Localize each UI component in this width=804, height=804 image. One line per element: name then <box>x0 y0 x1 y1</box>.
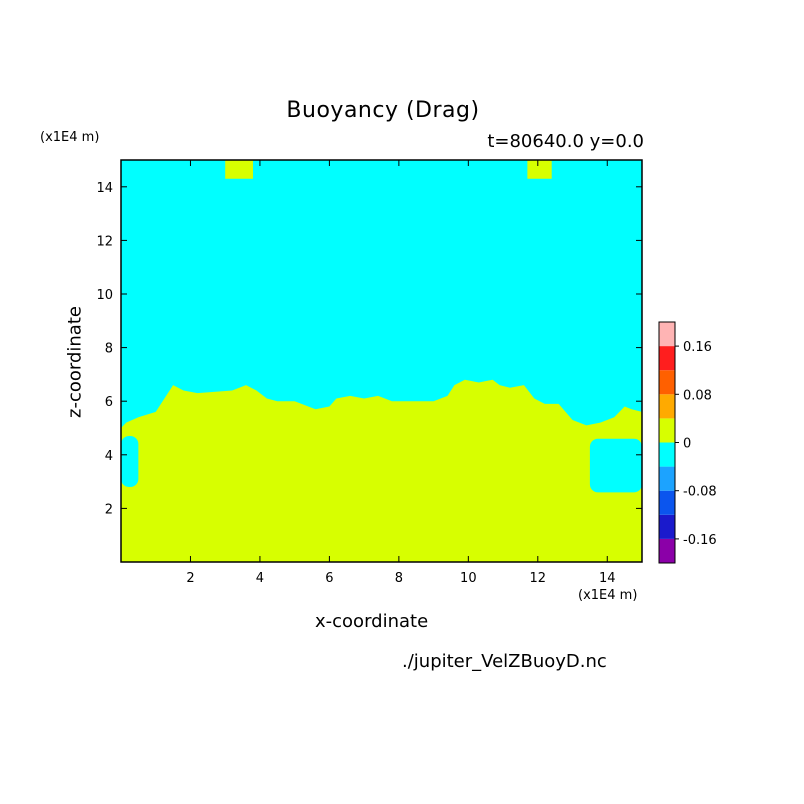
y-tick-label: 6 <box>105 395 113 410</box>
colorbar-tick-label: 0.16 <box>683 340 712 355</box>
colorbar-tick-label: -0.08 <box>683 485 717 500</box>
y-tick-label: 4 <box>105 449 113 464</box>
x-tick-label: 14 <box>599 571 616 586</box>
colorbar-segment <box>659 394 675 419</box>
negative-patch-0 <box>121 436 139 487</box>
x-tick-label: 8 <box>395 571 403 586</box>
colorbar-segment <box>659 346 675 371</box>
plot-frame <box>120 159 643 563</box>
x-tick-label: 4 <box>256 571 264 586</box>
y-tick-label: 2 <box>105 502 113 517</box>
colorbar-segment <box>659 538 675 563</box>
colorbar-segment <box>659 442 675 467</box>
colorbar-segment <box>659 514 675 539</box>
x-axis-label: x-coordinate <box>315 611 429 632</box>
x-tick-label: 12 <box>530 571 547 586</box>
x-tick-label: 6 <box>325 571 333 586</box>
colorbar-segment <box>659 322 675 347</box>
colorbar-tick-label: 0.08 <box>683 388 712 403</box>
positive-region <box>121 379 642 562</box>
source-filename: ./jupiter_VelZBuoyD.nc <box>402 651 607 672</box>
colorbar-segment <box>659 466 675 491</box>
x-tick-label: 2 <box>186 571 194 586</box>
y-tick-label: 14 <box>96 181 113 196</box>
colorbar-segment <box>659 418 675 443</box>
positive-patch-0 <box>225 160 253 179</box>
y-tick-label: 10 <box>96 288 113 303</box>
y-tick-label: 8 <box>105 342 113 357</box>
y-tick-label: 12 <box>96 234 113 249</box>
colorbar-tick-label: 0 <box>683 437 691 452</box>
positive-patch-1 <box>527 160 552 179</box>
chart-subtitle: t=80640.0 y=0.0 <box>487 131 644 152</box>
negative-patch-1 <box>589 438 642 493</box>
colorbar-tick-label: -0.16 <box>683 533 717 548</box>
colorbar-segment <box>659 490 675 515</box>
y-unit-label: (x1E4 m) <box>40 130 100 145</box>
chart-title: Buoyancy (Drag) <box>286 98 480 123</box>
x-tick-label: 10 <box>460 571 477 586</box>
colorbar-segment <box>659 370 675 395</box>
x-unit-label: (x1E4 m) <box>578 588 638 603</box>
